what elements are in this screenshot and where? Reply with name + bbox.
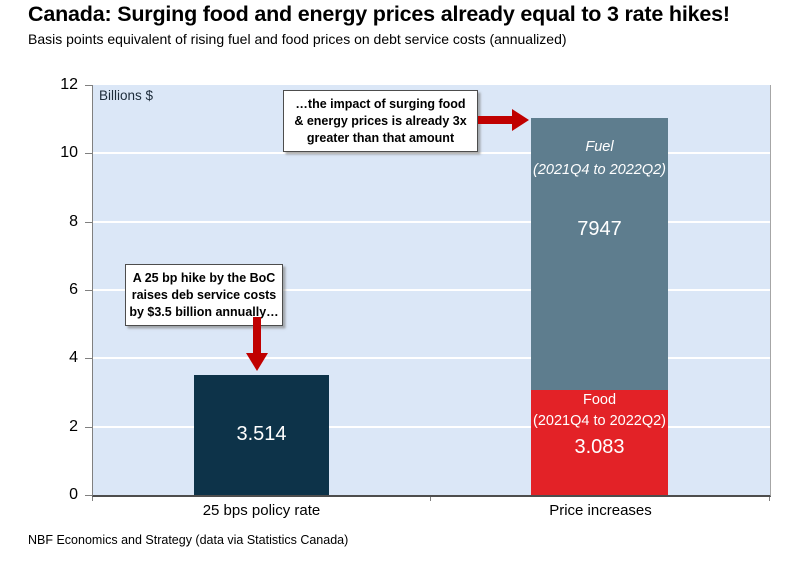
annotation-line: by $3.5 billion annually… xyxy=(129,304,279,319)
y-tick-mark xyxy=(85,290,92,291)
annotation-line: raises deb service costs xyxy=(131,287,277,302)
segment-name-label: Fuel xyxy=(585,139,614,156)
segment-period-label: (2021Q4 to 2022Q2) xyxy=(532,162,666,179)
down-arrow-icon xyxy=(253,317,261,353)
bar-25bps-policy-rate: 3.514 xyxy=(194,85,329,495)
right-arrow-icon xyxy=(512,109,529,131)
gridline xyxy=(93,425,770,428)
segment-period-label: (2021Q4 to 2022Q2) xyxy=(532,412,666,429)
bar-price-increases: Food (2021Q4 to 2022Q2) 3.083 Fuel (2021… xyxy=(531,85,668,495)
x-tick-mark xyxy=(430,497,431,501)
chart-title: Canada: Surging food and energy prices a… xyxy=(28,2,730,26)
bar-segment-policy: 3.514 xyxy=(194,374,329,495)
x-axis-label-price-increases: Price increases xyxy=(549,502,652,519)
y-tick-mark xyxy=(85,358,92,360)
y-tick-mark xyxy=(85,495,92,496)
bar-value-label: 7947 xyxy=(577,218,622,241)
annotation-price-impact: …the impact of surging food & energy pri… xyxy=(283,90,478,153)
bar-value-label: 3.083 xyxy=(574,435,625,458)
y-tick-label: 0 xyxy=(69,486,78,503)
annotation-line: …the impact of surging food xyxy=(295,97,466,111)
y-tick-label: 10 xyxy=(60,144,78,162)
annotation-line: A 25 bp hike by the BoC xyxy=(132,271,276,285)
gridline xyxy=(93,289,770,291)
bar-segment-food: Food (2021Q4 to 2022Q2) 3.083 xyxy=(531,389,668,495)
gridline xyxy=(93,152,770,155)
annotation-line: & energy prices is already 3x xyxy=(294,113,467,128)
source-note: NBF Economics and Strategy (data via Sta… xyxy=(28,533,349,547)
y-tick-mark xyxy=(85,153,92,155)
x-tick-mark xyxy=(92,497,93,501)
y-tick-label: 4 xyxy=(69,349,78,367)
y-tick-label: 8 xyxy=(69,212,78,230)
gridline xyxy=(93,220,770,223)
y-tick-label: 2 xyxy=(69,417,78,435)
chart-subtitle: Basis points equivalent of rising fuel a… xyxy=(28,31,567,47)
y-tick-mark xyxy=(85,221,92,223)
bar-segment-fuel: Fuel (2021Q4 to 2022Q2) 7947 xyxy=(531,118,668,390)
right-arrow-icon xyxy=(478,116,512,124)
y-tick-mark xyxy=(85,85,92,86)
y-axis-unit-label: Billions $ xyxy=(99,88,154,103)
y-tick-mark xyxy=(85,426,92,428)
x-tick-mark xyxy=(769,497,770,501)
annotation-policy-hike: A 25 bp hike by the BoC raises deb servi… xyxy=(125,264,283,327)
gridline xyxy=(93,357,770,360)
y-tick-label: 6 xyxy=(69,281,78,298)
y-tick-label: 12 xyxy=(60,76,78,93)
down-arrow-icon xyxy=(246,353,268,371)
segment-name-label: Food xyxy=(582,391,617,408)
x-axis-label-policy-rate: 25 bps policy rate xyxy=(202,502,321,519)
bar-value-label: 3.514 xyxy=(236,423,287,446)
annotation-line: greater than that amount xyxy=(306,130,455,145)
